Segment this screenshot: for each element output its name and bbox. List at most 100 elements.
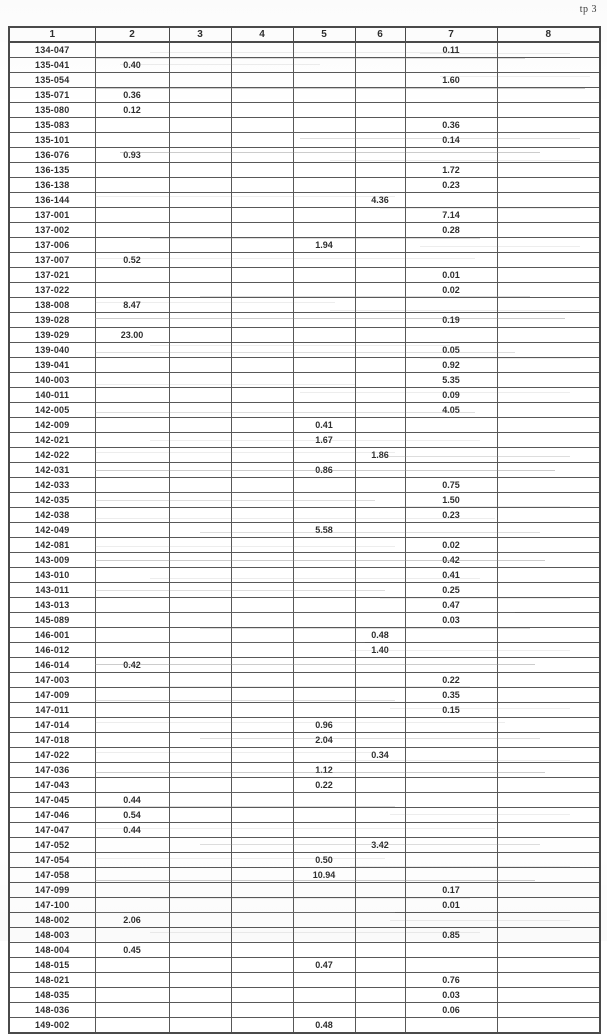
row-id-cell: 142-049 bbox=[8, 522, 96, 538]
value-cell-col4 bbox=[230, 852, 294, 868]
value-cell-col4 bbox=[230, 72, 294, 88]
value-cell-col5 bbox=[292, 387, 356, 403]
value-cell-col3 bbox=[168, 837, 232, 853]
value-cell-col5: 1.12 bbox=[292, 762, 356, 778]
value-cell-col7: 0.19 bbox=[404, 312, 498, 328]
value-cell-col8 bbox=[496, 732, 601, 748]
value-cell-col3 bbox=[168, 852, 232, 868]
value-cell-col2 bbox=[94, 117, 170, 133]
value-cell-col3 bbox=[168, 252, 232, 268]
value-cell-col3 bbox=[168, 87, 232, 103]
value-cell-col8 bbox=[496, 447, 601, 463]
value-cell-col4 bbox=[230, 837, 294, 853]
value-cell-col4 bbox=[230, 297, 294, 313]
value-cell-col3 bbox=[168, 657, 232, 673]
value-cell-col2 bbox=[94, 852, 170, 868]
value-cell-col5 bbox=[292, 252, 356, 268]
value-cell-col4 bbox=[230, 942, 294, 958]
value-cell-col5 bbox=[292, 1002, 356, 1018]
value-cell-col8 bbox=[496, 612, 601, 628]
value-cell-col8 bbox=[496, 537, 601, 553]
value-cell-col7 bbox=[404, 327, 498, 343]
value-cell-col2 bbox=[94, 627, 170, 643]
value-cell-col3 bbox=[168, 117, 232, 133]
value-cell-col4 bbox=[230, 192, 294, 208]
value-cell-col6 bbox=[354, 582, 406, 598]
value-cell-col3 bbox=[168, 582, 232, 598]
value-cell-col3 bbox=[168, 642, 232, 658]
value-cell-col7: 1.50 bbox=[404, 492, 498, 508]
value-cell-col8 bbox=[496, 222, 601, 238]
row-id-cell: 143-009 bbox=[8, 552, 96, 568]
value-cell-col5 bbox=[292, 327, 356, 343]
table-row: 147-047 0.44 bbox=[8, 822, 601, 838]
value-cell-col5 bbox=[292, 87, 356, 103]
column-header-8: 8 bbox=[496, 26, 601, 43]
value-cell-col6 bbox=[354, 327, 406, 343]
value-cell-col4 bbox=[230, 222, 294, 238]
row-id-cell: 149-002 bbox=[8, 1017, 96, 1034]
value-cell-col2 bbox=[94, 462, 170, 478]
value-cell-col6: 3.42 bbox=[354, 837, 406, 853]
row-id-cell: 138-008 bbox=[8, 297, 96, 313]
value-cell-col6 bbox=[354, 132, 406, 148]
value-cell-col4 bbox=[230, 657, 294, 673]
value-cell-col5 bbox=[292, 927, 356, 943]
value-cell-col5 bbox=[292, 177, 356, 193]
table-row: 146-014 0.42 bbox=[8, 657, 601, 673]
row-id-cell: 143-013 bbox=[8, 597, 96, 613]
value-cell-col2 bbox=[94, 372, 170, 388]
table-row: 148-003 0.85 bbox=[8, 927, 601, 943]
row-id-cell: 147-045 bbox=[8, 792, 96, 808]
table-row: 143-009 0.42 bbox=[8, 552, 601, 568]
value-cell-col2 bbox=[94, 432, 170, 448]
value-cell-col8 bbox=[496, 117, 601, 133]
value-cell-col3 bbox=[168, 867, 232, 883]
table-row: 143-013 0.47 bbox=[8, 597, 601, 613]
row-id-cell: 148-002 bbox=[8, 912, 96, 928]
value-cell-col5 bbox=[292, 942, 356, 958]
value-cell-col5 bbox=[292, 507, 356, 523]
value-cell-col2: 0.45 bbox=[94, 942, 170, 958]
value-cell-col3 bbox=[168, 717, 232, 733]
row-id-cell: 147-022 bbox=[8, 747, 96, 763]
value-cell-col2 bbox=[94, 567, 170, 583]
value-cell-col2 bbox=[94, 642, 170, 658]
value-cell-col8 bbox=[496, 987, 601, 1003]
value-cell-col7 bbox=[404, 852, 498, 868]
value-cell-col2 bbox=[94, 72, 170, 88]
row-id-cell: 136-144 bbox=[8, 192, 96, 208]
row-id-cell: 142-081 bbox=[8, 537, 96, 553]
table-row: 148-036 0.06 bbox=[8, 1002, 601, 1018]
value-cell-col6 bbox=[354, 417, 406, 433]
value-cell-col8 bbox=[496, 387, 601, 403]
value-cell-col5 bbox=[292, 117, 356, 133]
value-cell-col5 bbox=[292, 132, 356, 148]
value-cell-col5 bbox=[292, 597, 356, 613]
row-id-cell: 146-001 bbox=[8, 627, 96, 643]
value-cell-col8 bbox=[496, 477, 601, 493]
value-cell-col7 bbox=[404, 252, 498, 268]
value-cell-col6 bbox=[354, 762, 406, 778]
table-row: 140-011 0.09 bbox=[8, 387, 601, 403]
value-cell-col5 bbox=[292, 792, 356, 808]
value-cell-col5 bbox=[292, 642, 356, 658]
value-cell-col6 bbox=[354, 552, 406, 568]
value-cell-col6 bbox=[354, 402, 406, 418]
value-cell-col4 bbox=[230, 282, 294, 298]
table-row: 137-002 0.28 bbox=[8, 222, 601, 238]
value-cell-col4 bbox=[230, 822, 294, 838]
table-row: 142-035 1.50 bbox=[8, 492, 601, 508]
value-cell-col3 bbox=[168, 912, 232, 928]
table-row: 142-021 1.67 bbox=[8, 432, 601, 448]
value-cell-col8 bbox=[496, 312, 601, 328]
value-cell-col4 bbox=[230, 312, 294, 328]
value-cell-col5 bbox=[292, 972, 356, 988]
value-cell-col4 bbox=[230, 717, 294, 733]
value-cell-col6 bbox=[354, 222, 406, 238]
value-cell-col8 bbox=[496, 357, 601, 373]
value-cell-col5 bbox=[292, 897, 356, 913]
row-id-cell: 147-014 bbox=[8, 717, 96, 733]
value-cell-col7: 5.35 bbox=[404, 372, 498, 388]
value-cell-col4 bbox=[230, 567, 294, 583]
